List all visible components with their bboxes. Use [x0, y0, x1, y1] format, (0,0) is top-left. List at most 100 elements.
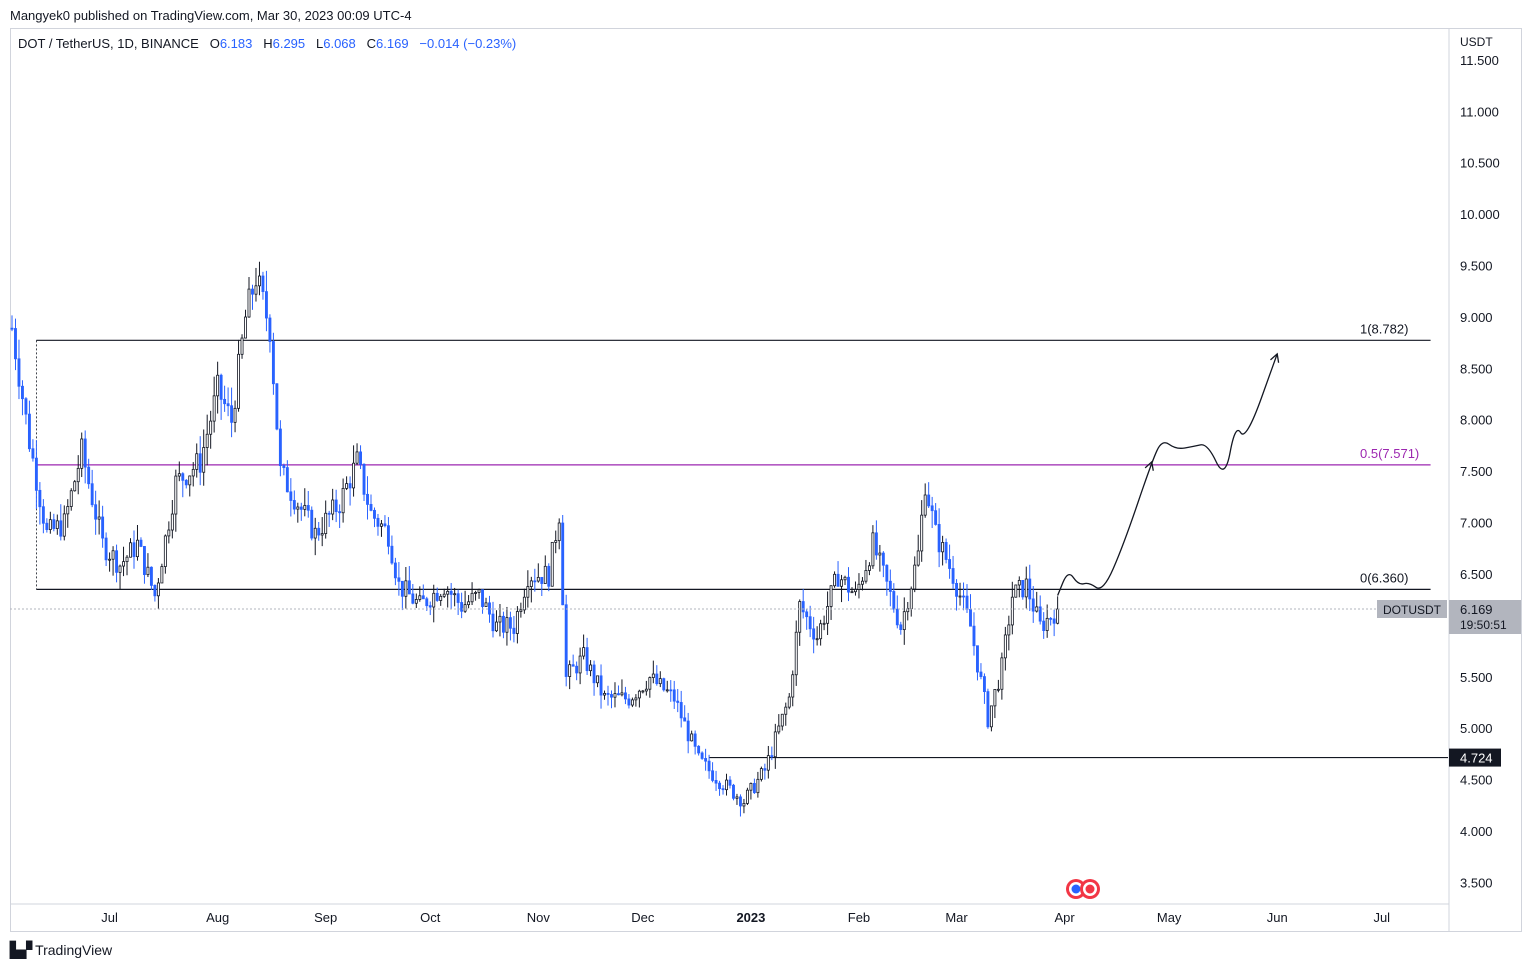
- candle-body: [554, 540, 558, 543]
- candle-body: [474, 592, 478, 594]
- candle: [320, 517, 324, 547]
- currency-label: USDT: [1460, 35, 1493, 49]
- candle-body: [289, 491, 293, 501]
- legend-open: 6.183: [219, 36, 253, 51]
- candle: [773, 723, 777, 769]
- symbol-badge-text: DOTUSDT: [1383, 603, 1442, 617]
- projection-arrowhead: [1270, 352, 1280, 363]
- candle: [421, 584, 425, 600]
- x-tick-label: Dec: [631, 910, 655, 925]
- candle: [690, 730, 694, 742]
- candle-body: [725, 779, 728, 791]
- candle-body: [982, 676, 986, 693]
- candle: [418, 586, 422, 602]
- candle: [73, 479, 77, 492]
- y-tick-label: 10.500: [1460, 156, 1500, 171]
- candle-body: [617, 693, 620, 696]
- candle-body: [801, 601, 805, 613]
- candle-body: [163, 535, 167, 567]
- candle-body: [376, 517, 380, 527]
- candle: [414, 593, 418, 609]
- candle-body: [620, 692, 624, 696]
- candle-body: [359, 451, 362, 465]
- candle-body: [864, 570, 868, 582]
- candle-body: [658, 678, 662, 685]
- candle-body: [683, 717, 687, 722]
- candle-body: [48, 519, 52, 530]
- y-tick-label: 7.500: [1460, 464, 1493, 479]
- candle: [55, 514, 59, 535]
- candle: [561, 514, 565, 606]
- flag-icon[interactable]: [1066, 879, 1100, 899]
- candle-body: [850, 591, 854, 594]
- candle: [1021, 580, 1025, 600]
- candle-body: [41, 506, 45, 524]
- candles: [10, 261, 1060, 817]
- candle-body: [515, 611, 519, 634]
- candle: [871, 525, 875, 569]
- candle: [1038, 595, 1042, 625]
- candle: [927, 482, 931, 509]
- candle-body: [672, 689, 676, 702]
- candle-body: [320, 533, 324, 536]
- candle: [254, 267, 258, 302]
- candle: [223, 385, 227, 412]
- candle-body: [1045, 617, 1049, 631]
- candle-body: [700, 752, 704, 759]
- candle-body: [599, 675, 603, 696]
- candle-body: [881, 552, 885, 566]
- candle: [888, 569, 892, 607]
- candle-body: [477, 589, 481, 593]
- candle: [770, 746, 774, 761]
- candle: [52, 513, 56, 532]
- candle-body: [463, 604, 467, 612]
- candle-body: [334, 499, 338, 513]
- candle: [617, 685, 620, 696]
- candle: [460, 592, 464, 619]
- candle-body: [129, 542, 132, 558]
- candle-body: [101, 516, 105, 539]
- candle-body: [146, 566, 150, 576]
- candle-body: [857, 583, 861, 590]
- candle: [578, 647, 582, 685]
- candle: [895, 595, 899, 629]
- candle: [432, 584, 436, 623]
- candle-body: [495, 621, 498, 632]
- candle: [369, 494, 373, 512]
- candle-body: [644, 688, 648, 692]
- candle: [24, 397, 28, 425]
- candle: [989, 705, 993, 732]
- candle: [575, 661, 579, 681]
- candle-body: [610, 694, 613, 698]
- candle: [317, 521, 321, 541]
- x-tick-label: Jun: [1267, 910, 1288, 925]
- level-badge-text: 4.724: [1460, 751, 1493, 766]
- candle: [679, 690, 683, 728]
- candle-body: [603, 692, 606, 696]
- candle-body: [536, 576, 540, 582]
- candle-body: [759, 768, 763, 780]
- candle: [557, 518, 561, 550]
- candle: [338, 504, 342, 529]
- candle-body: [529, 580, 533, 587]
- candle: [226, 387, 230, 417]
- candle-body: [181, 473, 185, 481]
- candle: [756, 771, 760, 798]
- candle-body: [655, 673, 659, 685]
- candle-body: [651, 673, 655, 678]
- time-axis: Jul Aug Sep Oct Nov Dec 2023 Feb Mar Apr May Jun Jul: [10, 903, 1449, 925]
- candle: [386, 517, 390, 555]
- candle-body: [686, 720, 690, 742]
- candle-body: [247, 288, 251, 318]
- candle-body: [812, 628, 816, 640]
- candle: [397, 562, 401, 596]
- candle-body: [149, 566, 153, 586]
- candle-body: [467, 601, 471, 606]
- candle-body: [167, 529, 171, 537]
- candle: [916, 534, 920, 567]
- candle: [766, 745, 770, 779]
- candle: [202, 429, 206, 486]
- candle: [641, 689, 645, 694]
- candle-body: [205, 433, 209, 448]
